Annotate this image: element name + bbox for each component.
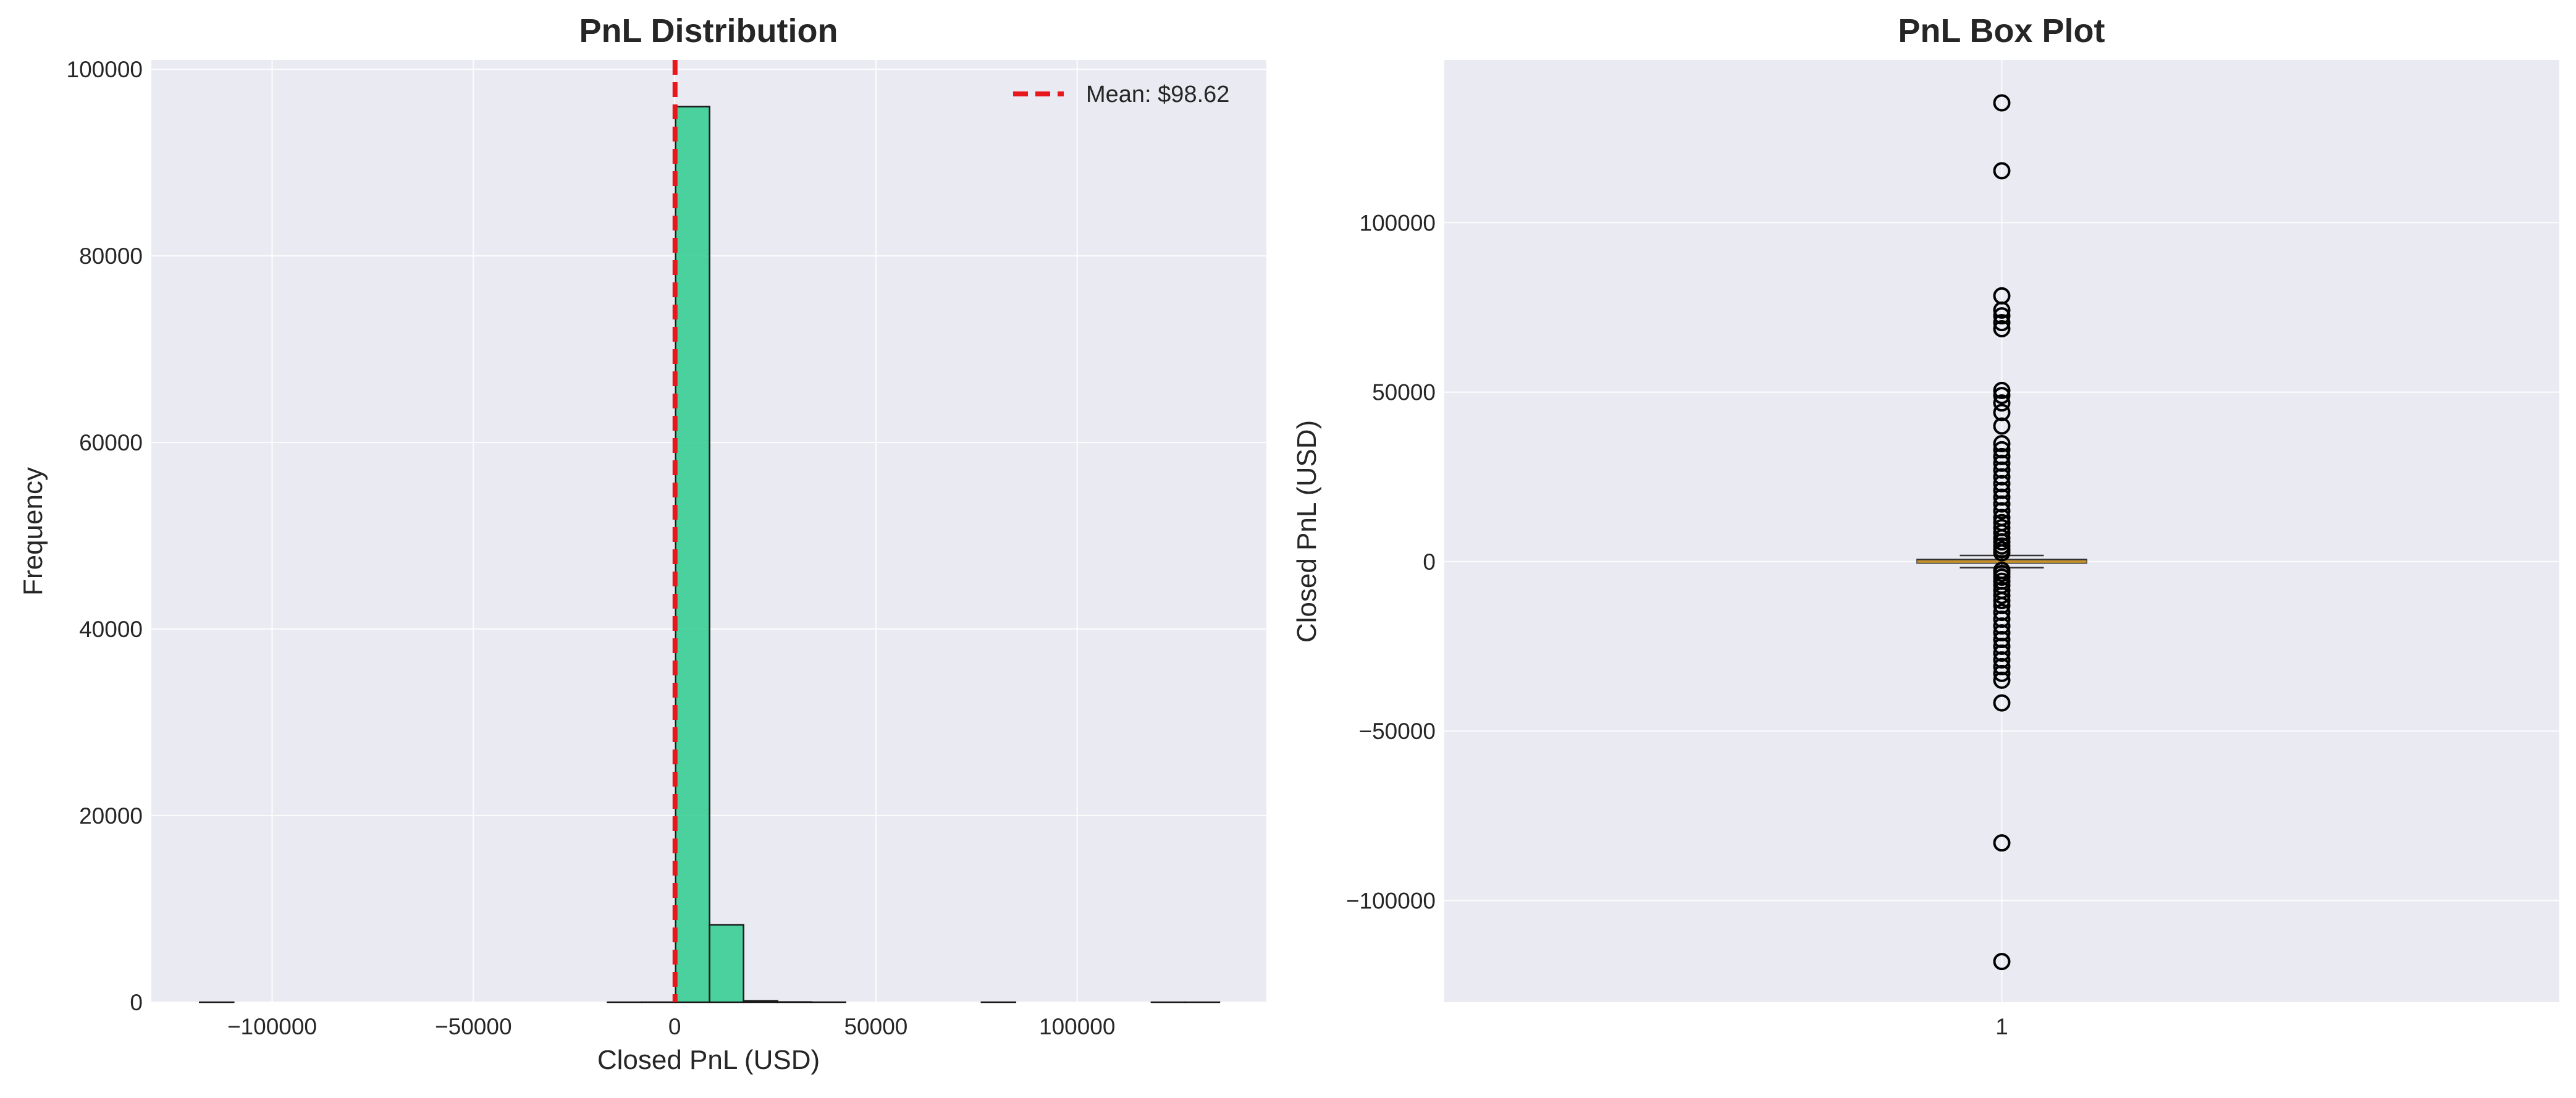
boxplot-y-tick-label-2: 0 [1423,549,1436,575]
histogram-title: PnL Distribution [579,12,838,49]
boxplot-panel: 1 −100000 −50000 0 50000 100000 PnL Box Plot… [1292,12,2559,1039]
boxplot-y-tick-label-1: −50000 [1359,719,1436,744]
histogram-y-tick-label-5: 100000 [67,57,143,82]
boxplot-title: PnL Box Plot [1898,12,2105,49]
histogram-x-tick-label-0: −100000 [227,1014,317,1039]
boxplot-y-tick-label-0: −100000 [1346,888,1436,913]
boxplot-y-tick-label-3: 50000 [1372,380,1436,405]
histogram-x-axis-label: Closed PnL (USD) [597,1045,820,1075]
histogram-y-tick-label-2: 40000 [79,617,143,642]
histogram-x-tick-label-3: 50000 [844,1014,907,1039]
histogram-bar-14 [676,106,710,1002]
histogram-y-axis-label: Frequency [18,467,48,596]
histogram-x-ticks: −100000 −50000 0 50000 100000 [227,1014,1116,1039]
histogram-y-tick-label-3: 60000 [79,430,143,455]
histogram-panel: −100000 −50000 0 50000 100000 0 20000 40000 600… [18,12,1266,1075]
histogram-x-tick-label-2: 0 [668,1014,681,1039]
histogram-x-tick-label-1: −50000 [435,1014,512,1039]
boxplot-y-axis-label: Closed PnL (USD) [1292,420,1322,643]
histogram-y-tick-label-0: 0 [130,990,143,1015]
histogram-bar-16 [744,1001,778,1002]
boxplot-y-ticks: −100000 −50000 0 50000 100000 [1346,210,1436,913]
histogram-y-tick-label-4: 80000 [79,243,143,269]
legend-mean-label: Mean: $98.62 [1086,82,1229,108]
histogram-y-tick-label-1: 20000 [79,803,143,829]
boxplot-y-tick-label-4: 100000 [1360,210,1436,235]
histogram-y-ticks: 0 20000 40000 60000 80000 100000 [67,57,143,1015]
boxplot-x-ticks: 1 [1995,1014,2008,1039]
histogram-x-tick-label-4: 100000 [1039,1014,1115,1039]
histogram-bar-15 [710,925,744,1002]
boxplot-x-tick-label-0: 1 [1995,1014,2008,1039]
